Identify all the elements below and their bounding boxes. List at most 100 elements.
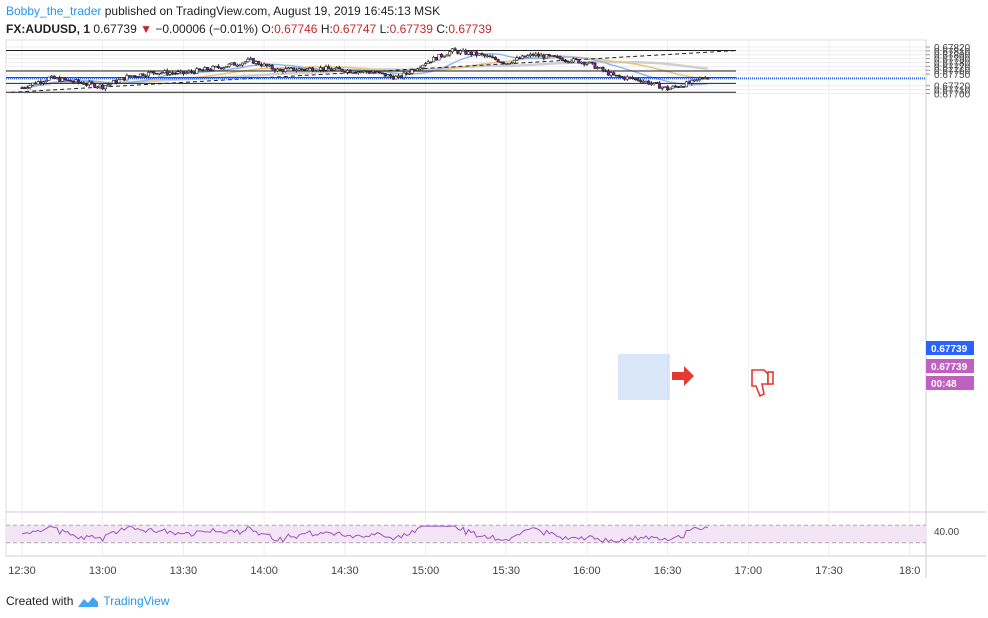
- candle-body: [520, 55, 524, 59]
- candle-body: [448, 51, 452, 56]
- candle-body: [133, 75, 137, 77]
- candle-body: [168, 72, 172, 75]
- chart-grid: [5, 39, 986, 578]
- last-price: 0.67739: [93, 22, 137, 36]
- candle-body: [426, 61, 430, 64]
- candle-body: [647, 80, 651, 85]
- candle-body: [372, 72, 376, 74]
- candle-body: [249, 58, 253, 60]
- candle-body: [36, 81, 40, 85]
- time-tick-label: 13:30: [170, 565, 198, 577]
- candle-body: [585, 62, 589, 65]
- tradingview-logo-icon[interactable]: [77, 594, 99, 608]
- candle-body: [555, 56, 559, 58]
- candle-body: [380, 72, 384, 75]
- time-axis[interactable]: 12:30 13:00 13:30 14:00 14:30 15:00 15:30 16:00…: [8, 565, 920, 577]
- change-value: −0.00006 (−0.01%): [155, 22, 259, 36]
- candle-body: [682, 86, 686, 88]
- candle-body: [493, 56, 497, 60]
- candle-body: [157, 72, 161, 75]
- candle-body: [370, 72, 374, 74]
- candle-body: [547, 54, 551, 57]
- candle-body: [631, 77, 635, 80]
- candle-body: [71, 80, 75, 83]
- low-value: 0.67739: [389, 22, 433, 36]
- candle-body: [138, 73, 142, 77]
- tradingview-brand[interactable]: TradingView: [103, 594, 170, 608]
- candle-body: [278, 68, 282, 71]
- candle-body: [117, 79, 121, 84]
- candle-body: [496, 59, 500, 63]
- candle-body: [499, 61, 503, 64]
- candle-body: [423, 63, 427, 66]
- candle-body: [313, 70, 317, 73]
- candle-body: [219, 67, 223, 70]
- candle-body: [674, 85, 678, 88]
- thumbs-down-shape: [751, 369, 769, 398]
- candle-body: [660, 86, 664, 89]
- price-chart[interactable]: 0.678200.678100.678000.677900.677800.677…: [0, 0, 988, 590]
- candle-body: [475, 51, 479, 56]
- candle-body: [534, 53, 538, 56]
- close-value: 0.67739: [448, 22, 492, 36]
- candle-body: [386, 74, 390, 77]
- candle-body: [617, 74, 621, 77]
- candle-body: [663, 86, 667, 89]
- published-text: published on TradingView.com, August 19,…: [104, 4, 441, 18]
- candle-body: [706, 77, 710, 80]
- candle-body: [165, 70, 169, 75]
- candle-body: [52, 75, 56, 79]
- candle-body: [604, 70, 608, 72]
- candle-body: [351, 72, 355, 74]
- candle-body: [515, 57, 519, 61]
- ohlc-line: FX:AUDUSD, 1 0.67739 ▼ −0.00006 (−0.01%)…: [6, 22, 492, 36]
- author-name[interactable]: Bobby_the_trader: [6, 4, 102, 18]
- candle-body: [265, 63, 269, 67]
- rsi-line: [21, 525, 709, 543]
- thumbs-down-icon: [751, 369, 774, 398]
- candle-body: [136, 76, 140, 78]
- candles: [20, 47, 710, 92]
- rsi-axis-label: 40.00: [934, 527, 959, 538]
- candle-body: [512, 59, 516, 64]
- price-tick-label: 0.67800: [934, 51, 971, 62]
- candle-body: [211, 66, 215, 71]
- trendline: [11, 49, 738, 93]
- candle-body: [200, 69, 204, 72]
- candle-body: [510, 62, 514, 65]
- candle-body: [294, 69, 298, 72]
- candle-body: [453, 48, 457, 51]
- candle-body: [300, 68, 304, 70]
- candle-body: [569, 61, 573, 64]
- candle-body: [458, 50, 462, 54]
- candle-body: [337, 67, 341, 70]
- candle-body: [39, 81, 43, 84]
- candle-body: [580, 61, 584, 64]
- candle-body: [442, 55, 446, 58]
- candle-body: [238, 64, 242, 67]
- candle-body: [329, 68, 333, 71]
- close-label: C:: [436, 22, 449, 36]
- candle-body: [588, 61, 592, 64]
- candle-body: [198, 68, 202, 71]
- candle-body: [74, 79, 78, 83]
- time-tick-label: 17:00: [735, 565, 763, 577]
- candle-body: [58, 77, 62, 82]
- price-axis[interactable]: 0.678200.678100.678000.677900.677800.677…: [926, 43, 974, 538]
- candle-body: [469, 51, 473, 56]
- candle-body: [103, 85, 107, 90]
- candle-body: [526, 55, 530, 58]
- candle-body: [687, 81, 691, 84]
- candle-body: [658, 82, 662, 89]
- candle-body: [155, 72, 159, 75]
- horizontal-levels[interactable]: [6, 49, 926, 400]
- candle-body: [125, 75, 129, 81]
- candle-body: [421, 64, 425, 69]
- candle-body: [598, 66, 602, 69]
- candle-body: [356, 71, 360, 74]
- footer: Created with TradingView: [6, 594, 169, 608]
- candle-body: [106, 84, 110, 87]
- candle-body: [477, 53, 481, 56]
- candle-body: [518, 57, 522, 60]
- open-label: O:: [261, 22, 275, 36]
